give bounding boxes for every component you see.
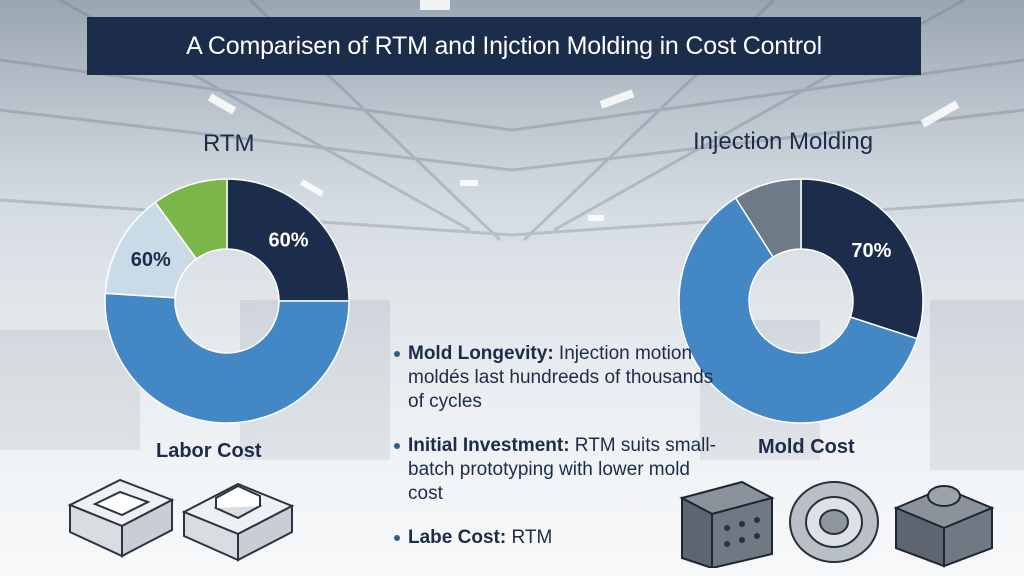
- bullet-heading: Initial Investment:: [408, 435, 570, 456]
- comparison-bullets: Mold Longevity: Injection motion moldés …: [392, 342, 722, 570]
- donut-slice-0: [800, 178, 924, 340]
- bullet-dot-icon: [394, 351, 400, 357]
- donut-slice-3: [154, 178, 228, 260]
- donut-slice-label-0: 70%: [851, 240, 891, 262]
- rtm-chart-caption: Labor Cost: [156, 440, 262, 462]
- bullet-text: RTM: [506, 527, 553, 548]
- donut-slice-label-0: 60%: [269, 229, 309, 251]
- bullet-dot-icon: [394, 443, 400, 449]
- mold-tray-icon: [67, 478, 175, 558]
- bullet-initial-investment: Initial Investment: RTM suits small-batc…: [392, 434, 722, 506]
- bullet-dot-icon: [394, 535, 400, 541]
- page-title: A Comparisen of RTM and Injction Molding…: [87, 17, 921, 75]
- bullet-heading: Labe Cost:: [408, 527, 507, 548]
- donut-slice-2: [734, 178, 802, 259]
- donut-slice-label-2: 60%: [131, 249, 171, 271]
- injection-donut-chart: 70%: [678, 178, 924, 424]
- rtm-chart-title: RTM: [203, 130, 255, 157]
- bullet-heading: Mold Longevity:: [408, 343, 554, 364]
- donut-slice-1: [678, 196, 918, 424]
- bullet-mold-longevity: Mold Longevity: Injection motion moldés …: [392, 342, 722, 414]
- mold-die-icon: [181, 482, 295, 562]
- injection-chart-title: Injection Molding: [693, 128, 874, 155]
- injection-mold-assembly-icon: [893, 485, 995, 568]
- bullet-text: Injection motion moldés last hundreeds o…: [408, 343, 714, 412]
- injection-mold-cylinder-icon: [789, 481, 879, 563]
- donut-slice-0: [226, 178, 350, 302]
- bullet-text: RTM suits small-batch prototyping with l…: [408, 435, 716, 504]
- injection-mold-block-icon: [679, 480, 775, 568]
- bullet-labor-cost: Labe Cost: RTM: [392, 526, 722, 550]
- injection-chart-caption: Mold Cost: [758, 436, 855, 458]
- donut-slice-1: [104, 292, 350, 424]
- rtm-donut-chart: 60% 60%: [104, 178, 350, 424]
